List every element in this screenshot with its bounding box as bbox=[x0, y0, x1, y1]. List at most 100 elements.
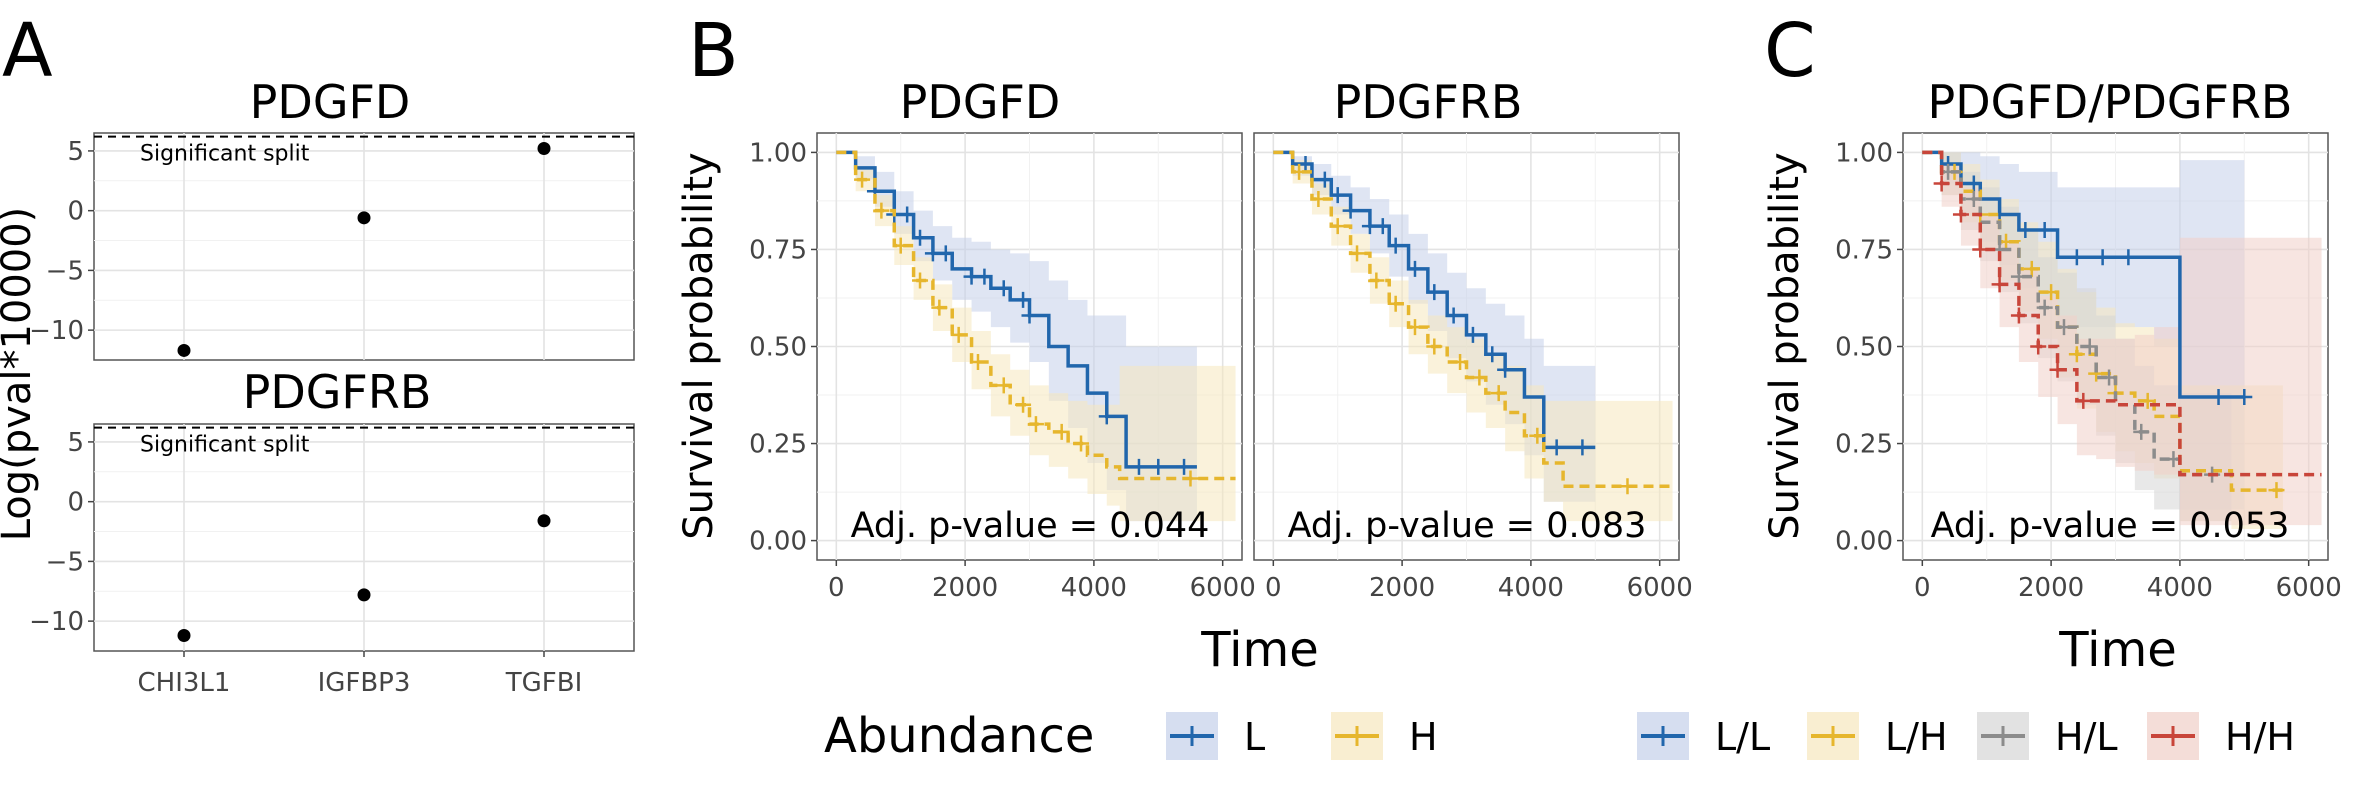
legend-label-L: L bbox=[1244, 715, 1265, 759]
censor-mark bbox=[2049, 361, 2066, 378]
chart-title: PDGFD bbox=[900, 75, 1061, 129]
p-value-annotation: Adj. p-value = 0.053 bbox=[1931, 506, 2290, 546]
y-tick-label: 0.50 bbox=[1835, 333, 1893, 363]
panel-label-a: A bbox=[2, 8, 53, 94]
censor-mark bbox=[2101, 369, 2118, 386]
censor-mark bbox=[1452, 354, 1469, 371]
chart-c-combined: PDGFD/PDGFRB 0.00 0.25 0.50 0.75 1.00 0 2000 4… bbox=[1835, 75, 2342, 603]
censor-mark bbox=[1965, 190, 1982, 207]
censor-mark bbox=[969, 354, 986, 371]
censor-mark bbox=[1406, 319, 1423, 336]
panel-label-c: C bbox=[1764, 8, 1816, 94]
censor-mark bbox=[2075, 392, 2092, 409]
censor-mark bbox=[1426, 284, 1443, 301]
censor-mark bbox=[931, 299, 948, 316]
censor-mark bbox=[1933, 175, 1950, 192]
censor-mark bbox=[2017, 222, 2034, 239]
legend-label-L/L: L/L bbox=[1715, 715, 1770, 759]
data-point-IGFBP3 bbox=[357, 211, 371, 225]
censor-mark bbox=[1952, 206, 1969, 223]
y-tick-label: 0 bbox=[67, 197, 84, 227]
y-tick-label: 0 bbox=[67, 488, 84, 518]
y-tick-label: 1.00 bbox=[749, 138, 807, 168]
censor-mark bbox=[1497, 361, 1514, 378]
y-tick-label: 0.00 bbox=[749, 527, 807, 557]
x-ticks: 0 2000 4000 6000 bbox=[1265, 560, 1693, 603]
censor-mark bbox=[912, 229, 929, 246]
y-ticks: 5 0 −5 −10 bbox=[29, 137, 94, 346]
x-ticks: 0 2000 4000 6000 bbox=[828, 560, 1256, 603]
panel-label-b: B bbox=[688, 8, 739, 94]
chart-title: PDGFD/PDGFRB bbox=[1928, 75, 2293, 129]
x-tick-label: 6000 bbox=[2276, 573, 2342, 603]
censor-mark bbox=[1015, 291, 1032, 308]
censor-mark bbox=[892, 237, 909, 254]
chart-b-pdgfrb: PDGFRB 0 2000 4000 6000 Adj. p-value = 0.08… bbox=[1253, 75, 1693, 603]
censor-mark bbox=[1374, 218, 1391, 235]
censor-mark bbox=[1965, 175, 1982, 192]
chart-a-pdgfrb: PDGFRB 5 0 −5 −10 Significant split CHI3L1 I… bbox=[29, 365, 635, 698]
data-point-CHI3L1 bbox=[177, 628, 191, 642]
censor-mark bbox=[2010, 268, 2027, 285]
y-tick-label: 0.00 bbox=[1835, 527, 1893, 557]
x-tick-label: 4000 bbox=[1498, 573, 1564, 603]
censor-mark bbox=[2010, 307, 2027, 324]
points bbox=[177, 514, 551, 642]
censor-mark bbox=[2210, 388, 2227, 405]
censor-mark bbox=[1619, 478, 1636, 495]
x-tick-label: TGFBI bbox=[505, 668, 583, 698]
censor-mark bbox=[2133, 423, 2150, 440]
survival-curves bbox=[1922, 150, 2322, 529]
x-ticks: CHI3L1 IGFBP3 TGFBI bbox=[138, 651, 583, 698]
censor-mark bbox=[2268, 482, 2285, 499]
censor-mark bbox=[1316, 171, 1333, 188]
y-tick-label: −10 bbox=[29, 607, 84, 637]
x-tick-label: 4000 bbox=[2147, 573, 2213, 603]
y-tick-label: 0.75 bbox=[749, 235, 807, 265]
censor-mark bbox=[1368, 272, 1385, 289]
y-tick-label: 0.25 bbox=[1835, 430, 1893, 460]
censor-mark bbox=[1342, 202, 1359, 219]
censor-mark bbox=[937, 245, 954, 262]
censor-mark bbox=[1310, 190, 1327, 207]
censor-mark bbox=[854, 171, 871, 188]
censor-mark bbox=[1176, 458, 1193, 475]
y-axis-label-b: Survival probability bbox=[676, 152, 722, 539]
censor-mark bbox=[1387, 295, 1404, 312]
y-axis-label-a: Log(pval*10000) bbox=[0, 207, 40, 542]
censor-mark bbox=[2068, 249, 2085, 266]
x-tick-label: 0 bbox=[1914, 573, 1931, 603]
censor-mark bbox=[2139, 392, 2156, 409]
censor-mark bbox=[1548, 439, 1565, 456]
y-ticks: 5 0 −5 −10 bbox=[29, 428, 94, 637]
x-axis-label-c: Time bbox=[2058, 622, 2176, 678]
x-tick-label: CHI3L1 bbox=[138, 668, 231, 698]
p-value-annotation: Adj. p-value = 0.044 bbox=[851, 506, 1210, 546]
censor-mark bbox=[1053, 423, 1070, 440]
censor-mark bbox=[2023, 260, 2040, 277]
censor-mark bbox=[1574, 439, 1591, 456]
censor-mark bbox=[1490, 385, 1507, 402]
grid bbox=[94, 424, 634, 651]
survival-curve-L/L bbox=[1922, 150, 2245, 399]
censor-mark bbox=[1130, 458, 1147, 475]
censor-mark bbox=[1182, 470, 1199, 487]
survival-curve-H bbox=[836, 150, 1236, 481]
censor-mark bbox=[1387, 237, 1404, 254]
censor-mark bbox=[1464, 326, 1481, 343]
censor-mark bbox=[1098, 408, 1115, 425]
survival-curve-H bbox=[1273, 150, 1673, 488]
censor-mark bbox=[1015, 396, 1032, 413]
y-tick-label: 0.25 bbox=[749, 430, 807, 460]
censor-mark bbox=[2094, 249, 2111, 266]
censor-mark bbox=[995, 377, 1012, 394]
confidence-band-H bbox=[836, 152, 1236, 522]
censor-mark bbox=[1471, 369, 1488, 386]
censor-mark bbox=[873, 202, 890, 219]
y-tick-label: 5 bbox=[67, 137, 84, 167]
censor-mark bbox=[976, 268, 993, 285]
x-tick-label: 4000 bbox=[1061, 573, 1127, 603]
censor-mark bbox=[2081, 338, 2098, 355]
censor-mark bbox=[912, 272, 929, 289]
